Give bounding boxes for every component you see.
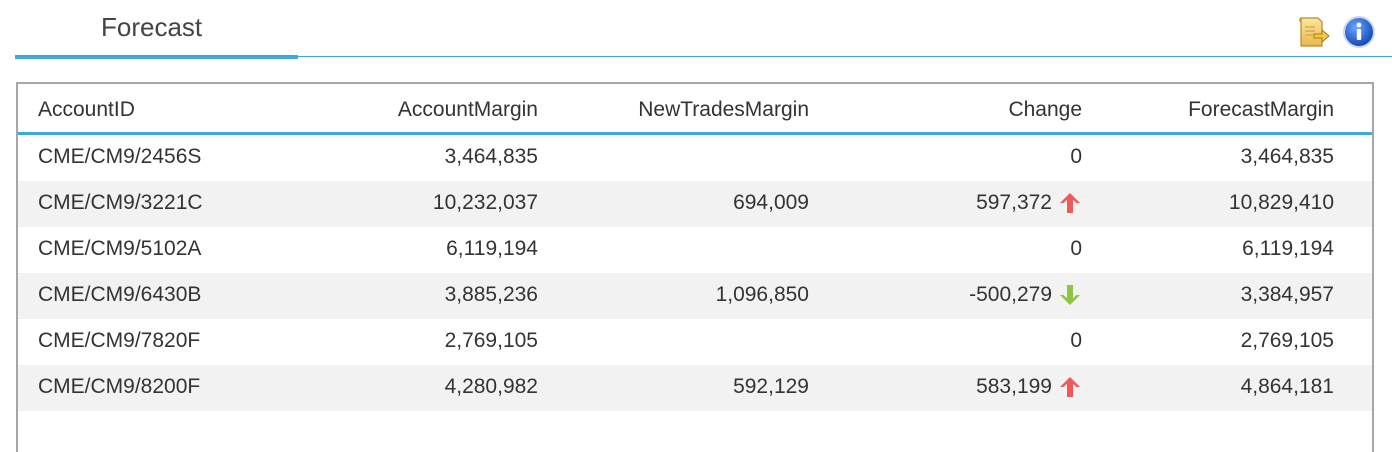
- info-button[interactable]: [1342, 15, 1376, 49]
- change-value: 0: [1070, 237, 1082, 260]
- forecast-margin-cell: 6,119,194: [1242, 237, 1334, 260]
- column-header-new-trades-margin[interactable]: NewTradesMargin: [638, 98, 809, 121]
- change-cell: -500,279: [969, 283, 1082, 307]
- column-header-account-id[interactable]: AccountID: [38, 98, 135, 121]
- arrow-down-icon: [1060, 285, 1080, 305]
- active-tab-indicator: [15, 55, 298, 59]
- account-id-cell: CME/CM9/5102A: [38, 237, 202, 260]
- account-margin-cell: 6,119,194: [446, 237, 538, 260]
- change-cell: 0: [1070, 145, 1082, 169]
- table-row[interactable]: CME/CM9/5102A 6,119,194 0 6,119,194: [18, 227, 1372, 273]
- tab-forecast[interactable]: Forecast: [15, 0, 298, 60]
- header-divider: [15, 56, 1392, 57]
- export-icon: [1299, 17, 1330, 47]
- grid-body: CME/CM9/2456S 3,464,835 0 3,464,835 CME/…: [18, 135, 1372, 411]
- table-row[interactable]: CME/CM9/6430B 3,885,236 1,096,850 -500,2…: [18, 273, 1372, 319]
- export-button[interactable]: [1296, 15, 1330, 49]
- new-trades-margin-cell: 592,129: [733, 375, 809, 398]
- tab-forecast-label[interactable]: Forecast: [101, 12, 203, 42]
- grid-header-row: AccountID AccountMargin NewTradesMargin …: [18, 84, 1372, 135]
- forecast-grid: AccountID AccountMargin NewTradesMargin …: [16, 82, 1374, 452]
- account-id-cell: CME/CM9/8200F: [38, 375, 201, 398]
- column-header-account-margin[interactable]: AccountMargin: [397, 98, 538, 121]
- change-cell: 583,199: [976, 375, 1082, 399]
- change-cell: 0: [1070, 237, 1082, 261]
- table-row[interactable]: CME/CM9/2456S 3,464,835 0 3,464,835: [18, 135, 1372, 181]
- forecast-margin-cell: 3,384,957: [1240, 283, 1334, 306]
- forecast-margin-cell: 2,769,105: [1240, 329, 1334, 352]
- account-id-cell: CME/CM9/3221C: [38, 191, 203, 214]
- panel-header: Forecast: [0, 0, 1392, 60]
- table-row[interactable]: CME/CM9/3221C 10,232,037 694,009 597,372…: [18, 181, 1372, 227]
- info-icon: [1343, 16, 1375, 48]
- change-value: 597,372: [976, 191, 1052, 214]
- arrow-up-icon: [1060, 193, 1080, 213]
- change-value: 0: [1070, 145, 1082, 168]
- change-value: 0: [1070, 329, 1082, 352]
- forecast-margin-cell: 10,829,410: [1228, 191, 1334, 214]
- forecast-margin-cell: 4,864,181: [1240, 375, 1334, 398]
- account-id-cell: CME/CM9/6430B: [38, 283, 202, 306]
- change-cell: 0: [1070, 329, 1082, 353]
- forecast-margin-cell: 3,464,835: [1240, 145, 1334, 168]
- account-margin-cell: 3,464,835: [444, 145, 538, 168]
- change-value: -500,279: [969, 283, 1052, 306]
- column-header-change[interactable]: Change: [1008, 98, 1082, 121]
- column-header-forecast-margin[interactable]: ForecastMargin: [1188, 98, 1334, 121]
- new-trades-margin-cell: 1,096,850: [715, 283, 809, 306]
- account-margin-cell: 10,232,037: [432, 191, 538, 214]
- change-value: 583,199: [976, 375, 1052, 398]
- account-margin-cell: 3,885,236: [444, 283, 538, 306]
- account-id-cell: CME/CM9/7820F: [38, 329, 201, 352]
- account-margin-cell: 4,280,982: [444, 375, 538, 398]
- table-row[interactable]: CME/CM9/8200F 4,280,982 592,129 583,199 …: [18, 365, 1372, 411]
- new-trades-margin-cell: 694,009: [733, 191, 809, 214]
- table-row[interactable]: CME/CM9/7820F 2,769,105 0 2,769,105: [18, 319, 1372, 365]
- account-id-cell: CME/CM9/2456S: [38, 145, 202, 168]
- account-margin-cell: 2,769,105: [444, 329, 538, 352]
- arrow-up-icon: [1060, 377, 1080, 397]
- change-cell: 597,372: [976, 191, 1082, 215]
